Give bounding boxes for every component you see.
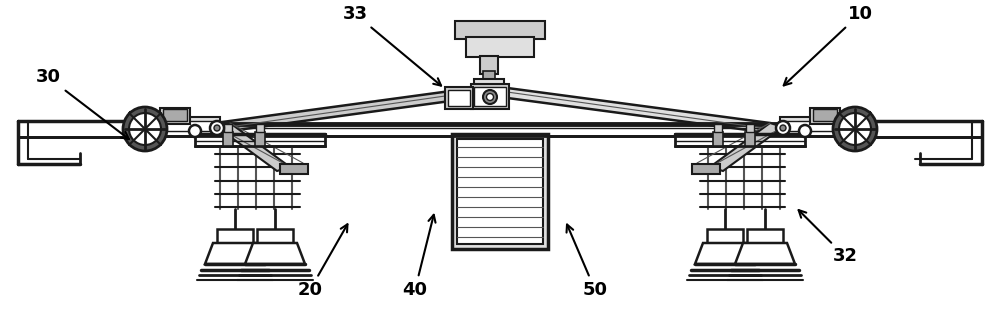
Bar xyxy=(224,124,232,132)
Bar xyxy=(195,134,325,146)
Circle shape xyxy=(776,121,790,135)
Bar xyxy=(452,134,548,249)
Bar xyxy=(158,121,217,131)
Bar xyxy=(257,229,293,243)
Text: 50: 50 xyxy=(567,225,608,299)
Circle shape xyxy=(799,125,811,137)
Bar xyxy=(483,71,495,81)
Bar xyxy=(455,21,545,39)
Circle shape xyxy=(483,90,497,104)
Circle shape xyxy=(129,113,161,145)
Bar xyxy=(780,117,845,131)
Bar xyxy=(155,117,220,131)
Bar xyxy=(448,90,470,106)
Bar xyxy=(707,229,743,243)
Bar xyxy=(474,79,504,91)
Bar xyxy=(480,56,498,74)
Polygon shape xyxy=(205,243,265,264)
Bar xyxy=(133,113,155,121)
Text: 32: 32 xyxy=(799,210,857,265)
Bar xyxy=(745,132,755,146)
Bar xyxy=(255,132,265,146)
Circle shape xyxy=(839,113,871,145)
Bar xyxy=(813,109,837,121)
Text: 10: 10 xyxy=(784,5,872,85)
Bar xyxy=(471,84,509,109)
Bar xyxy=(256,124,264,132)
Bar xyxy=(840,121,982,137)
Bar xyxy=(445,87,473,109)
Bar xyxy=(783,121,842,131)
Bar xyxy=(675,134,805,146)
Bar xyxy=(810,108,840,124)
Text: 40: 40 xyxy=(402,215,436,299)
Circle shape xyxy=(123,107,167,151)
Bar xyxy=(223,132,233,146)
Bar xyxy=(746,124,754,132)
Circle shape xyxy=(833,107,877,151)
Polygon shape xyxy=(245,243,305,264)
Circle shape xyxy=(210,121,224,135)
Polygon shape xyxy=(217,123,290,171)
Bar xyxy=(474,87,506,106)
Bar xyxy=(747,229,783,243)
Bar xyxy=(842,112,870,124)
Polygon shape xyxy=(500,87,770,133)
Text: 33: 33 xyxy=(343,5,441,86)
Polygon shape xyxy=(215,87,480,133)
Bar xyxy=(130,112,158,124)
Circle shape xyxy=(189,125,201,137)
Polygon shape xyxy=(710,123,783,171)
Circle shape xyxy=(780,125,786,131)
Bar xyxy=(466,37,534,57)
Bar xyxy=(163,109,187,121)
Bar xyxy=(713,132,723,146)
Bar xyxy=(280,164,308,174)
Bar xyxy=(692,164,720,174)
Circle shape xyxy=(214,125,220,131)
Bar xyxy=(845,113,867,121)
Text: 20: 20 xyxy=(298,224,347,299)
Bar xyxy=(217,229,253,243)
Bar xyxy=(120,124,880,136)
Polygon shape xyxy=(735,243,795,264)
Bar xyxy=(160,108,190,124)
Bar xyxy=(714,124,722,132)
Bar xyxy=(18,121,160,137)
Circle shape xyxy=(486,94,494,100)
Bar xyxy=(457,139,543,244)
Text: 30: 30 xyxy=(36,68,129,139)
Polygon shape xyxy=(695,243,755,264)
